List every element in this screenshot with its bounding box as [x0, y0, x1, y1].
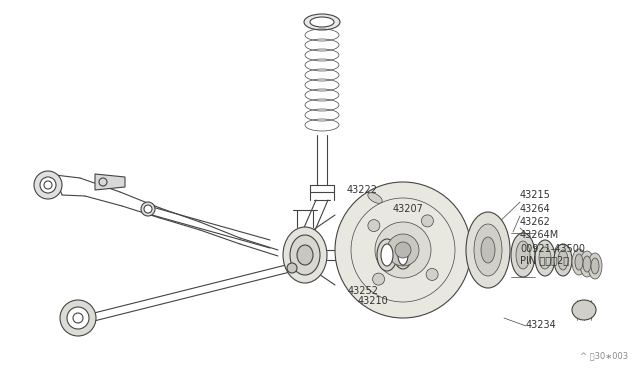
Text: 00921-43500: 00921-43500: [520, 244, 585, 254]
Text: 43207: 43207: [393, 204, 424, 214]
Text: 43252: 43252: [348, 286, 379, 296]
Text: 43210: 43210: [358, 296, 388, 306]
Ellipse shape: [474, 224, 502, 276]
Ellipse shape: [511, 233, 535, 277]
Text: 43234: 43234: [526, 320, 557, 330]
Circle shape: [372, 273, 385, 285]
Ellipse shape: [583, 256, 591, 272]
Ellipse shape: [591, 258, 599, 274]
Polygon shape: [95, 174, 125, 190]
Ellipse shape: [310, 17, 334, 27]
Circle shape: [426, 269, 438, 280]
Ellipse shape: [554, 244, 572, 276]
Circle shape: [395, 242, 411, 258]
Ellipse shape: [575, 254, 583, 270]
Text: PIN ビン（2）: PIN ビン（2）: [520, 255, 569, 265]
Circle shape: [60, 300, 96, 336]
Ellipse shape: [290, 235, 320, 275]
Ellipse shape: [304, 14, 340, 30]
Circle shape: [368, 219, 380, 232]
Ellipse shape: [572, 249, 586, 275]
Ellipse shape: [377, 239, 397, 271]
Ellipse shape: [283, 227, 327, 283]
Text: 43262: 43262: [520, 217, 551, 227]
Ellipse shape: [466, 212, 510, 288]
Circle shape: [67, 307, 89, 329]
Circle shape: [287, 263, 297, 273]
Text: 43222: 43222: [347, 185, 378, 195]
Ellipse shape: [558, 250, 568, 270]
Ellipse shape: [588, 253, 602, 279]
Text: 43215: 43215: [520, 190, 551, 200]
Ellipse shape: [580, 251, 594, 277]
Circle shape: [141, 202, 155, 216]
Circle shape: [40, 177, 56, 193]
Ellipse shape: [572, 300, 596, 320]
Ellipse shape: [481, 237, 495, 263]
Ellipse shape: [381, 244, 393, 266]
Circle shape: [335, 182, 471, 318]
Ellipse shape: [297, 245, 313, 265]
Ellipse shape: [394, 241, 412, 269]
Ellipse shape: [398, 245, 408, 265]
Ellipse shape: [539, 247, 551, 269]
Text: 43264: 43264: [520, 204, 551, 214]
Text: ^ ・30∗003: ^ ・30∗003: [580, 351, 628, 360]
Circle shape: [387, 234, 419, 266]
Text: 43264M: 43264M: [520, 230, 559, 240]
Circle shape: [421, 215, 433, 227]
Ellipse shape: [368, 193, 382, 203]
Ellipse shape: [516, 241, 530, 269]
Circle shape: [375, 222, 431, 278]
Circle shape: [34, 171, 62, 199]
Circle shape: [144, 205, 152, 213]
Ellipse shape: [535, 240, 555, 276]
